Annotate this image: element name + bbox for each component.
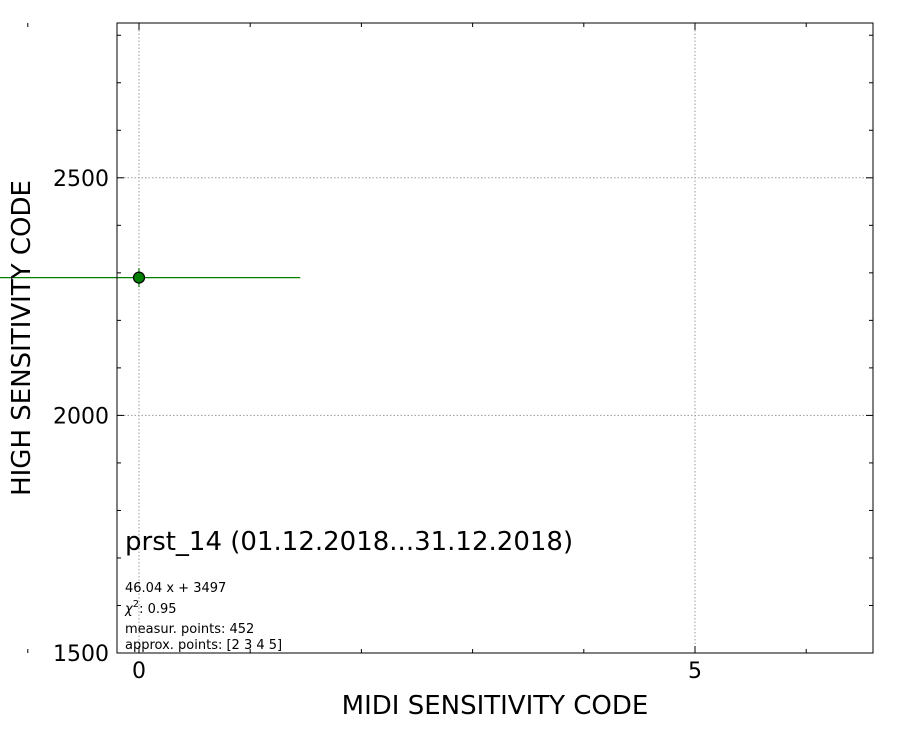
- chi2-symbol: χ: [124, 602, 134, 617]
- x-axis-label: MIDI SENSITIVITY CODE: [342, 691, 649, 721]
- chi2-power: 2: [133, 599, 139, 610]
- plot-frame: [116, 22, 874, 654]
- y-axis-label: HIGH SENSITIVITY CODE: [7, 180, 37, 496]
- approx-points: approx. points: [2 3 4 5]: [125, 638, 282, 653]
- data-point: [0, 268, 301, 288]
- x-tick-label: 0: [132, 659, 146, 684]
- fit-equation: 46.04 x + 3497: [125, 581, 226, 596]
- y-tick-label: 2000: [53, 404, 109, 429]
- y-tick-label: 2500: [53, 167, 109, 192]
- chi2-label: χ2: 0.95: [124, 599, 177, 617]
- chi2-value: : 0.95: [139, 602, 176, 617]
- points-layer: [0, 268, 301, 288]
- y-tick-label: 1500: [53, 642, 109, 667]
- measur-points: measur. points: 452: [125, 622, 254, 637]
- point-marker: [132, 271, 146, 284]
- x-tick-label: 5: [688, 659, 702, 684]
- ticks-layer: 051015202530150020002500300035004000: [27, 23, 873, 684]
- chart-title: prst_14 (01.12.2018...31.12.2018): [125, 527, 573, 557]
